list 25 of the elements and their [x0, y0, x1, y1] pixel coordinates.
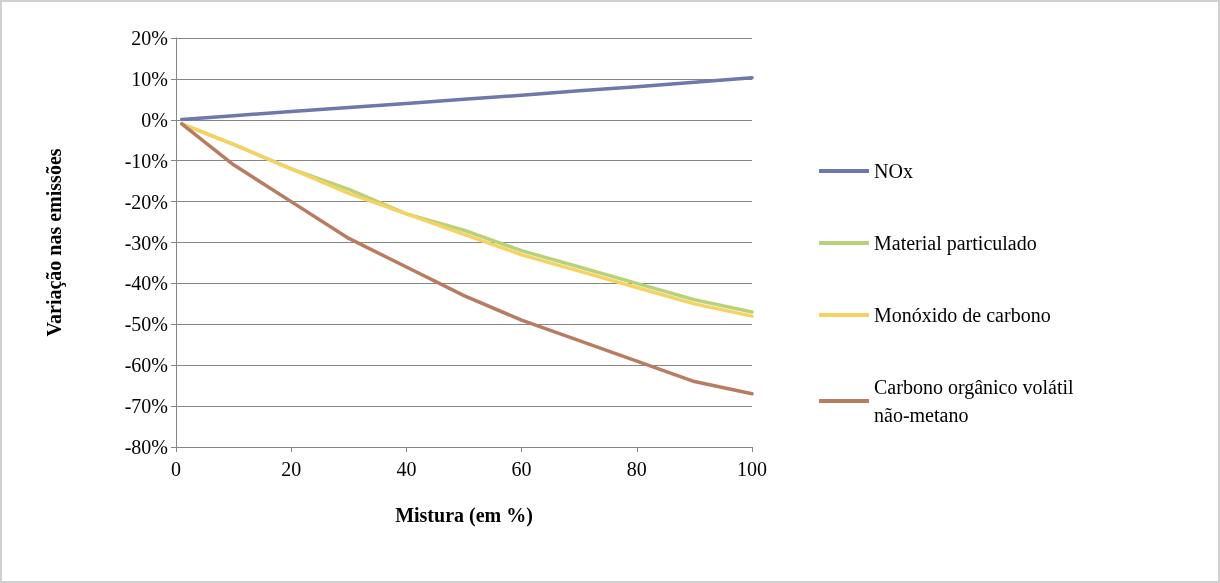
x-tick-label: 40 [396, 458, 417, 480]
line-series [180, 75, 754, 122]
y-tick-label: -20% [124, 190, 168, 213]
x-tick-label: 20 [281, 458, 302, 480]
y-tick-label: -70% [124, 395, 168, 418]
x-tick-label: 80 [626, 458, 647, 480]
y-tick-label: 20% [131, 27, 168, 49]
x-tick-label: 0 [171, 458, 181, 480]
legend-label: NOx [874, 160, 913, 182]
x-axis-title: Mistura (em %) [395, 504, 533, 527]
y-tick-label: -30% [124, 231, 168, 254]
legend-label: Carbono orgânico volátil não-metano [874, 376, 1079, 426]
x-tick-label: 100 [737, 458, 767, 480]
y-tick-label: -50% [124, 313, 168, 336]
y-axis-title: Variação nas emissões [43, 148, 66, 337]
legend-label: Monóxido de carbono [874, 304, 1051, 326]
x-tick-label: 60 [511, 458, 532, 480]
y-tick-label: 10% [131, 67, 168, 90]
legend-label: Material particulado [874, 232, 1037, 255]
y-tick-label: -10% [124, 149, 168, 172]
line-series [180, 122, 754, 396]
y-tick-label: -80% [124, 436, 168, 458]
y-tick-label: 0% [141, 108, 168, 131]
y-tick-label: -40% [124, 272, 168, 295]
y-tick-label: -60% [124, 354, 168, 377]
